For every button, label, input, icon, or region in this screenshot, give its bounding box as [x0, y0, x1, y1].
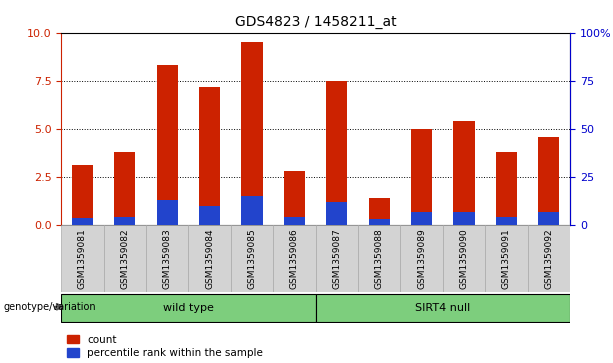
- Bar: [72, 166, 93, 225]
- Bar: [528, 225, 570, 292]
- Bar: [242, 42, 263, 225]
- Text: GSM1359089: GSM1359089: [417, 228, 426, 289]
- Bar: [538, 136, 560, 225]
- Text: GSM1359090: GSM1359090: [460, 228, 468, 289]
- Bar: [411, 129, 432, 225]
- Legend: count, percentile rank within the sample: count, percentile rank within the sample: [66, 335, 263, 358]
- Bar: [454, 212, 474, 225]
- Bar: [326, 202, 348, 225]
- Bar: [157, 65, 178, 225]
- Bar: [199, 86, 220, 225]
- Bar: [199, 206, 220, 225]
- Bar: [231, 225, 273, 292]
- Text: genotype/variation: genotype/variation: [3, 302, 96, 312]
- Bar: [114, 217, 135, 225]
- Bar: [326, 81, 348, 225]
- Bar: [368, 219, 390, 225]
- Bar: [454, 121, 474, 225]
- Bar: [368, 198, 390, 225]
- Text: GSM1359081: GSM1359081: [78, 228, 87, 289]
- Title: GDS4823 / 1458211_at: GDS4823 / 1458211_at: [235, 15, 397, 29]
- Bar: [284, 171, 305, 225]
- Text: SIRT4 null: SIRT4 null: [415, 303, 471, 313]
- Text: GSM1359086: GSM1359086: [290, 228, 299, 289]
- Bar: [189, 225, 231, 292]
- Text: GSM1359092: GSM1359092: [544, 228, 554, 289]
- Bar: [242, 196, 263, 225]
- Bar: [146, 225, 189, 292]
- Text: GSM1359085: GSM1359085: [248, 228, 257, 289]
- Bar: [400, 225, 443, 292]
- Text: GSM1359091: GSM1359091: [502, 228, 511, 289]
- Text: GSM1359084: GSM1359084: [205, 228, 214, 289]
- Text: GSM1359088: GSM1359088: [375, 228, 384, 289]
- Bar: [61, 225, 104, 292]
- Bar: [496, 217, 517, 225]
- Bar: [496, 152, 517, 225]
- Text: GSM1359083: GSM1359083: [163, 228, 172, 289]
- Bar: [157, 200, 178, 225]
- Bar: [443, 225, 485, 292]
- Bar: [358, 225, 400, 292]
- Text: GSM1359087: GSM1359087: [332, 228, 341, 289]
- Bar: [284, 217, 305, 225]
- Text: GSM1359082: GSM1359082: [120, 228, 129, 289]
- Bar: [104, 225, 146, 292]
- Bar: [411, 212, 432, 225]
- Bar: [273, 225, 316, 292]
- Bar: [316, 225, 358, 292]
- Bar: [316, 294, 570, 322]
- Bar: [114, 152, 135, 225]
- Bar: [61, 294, 316, 322]
- Text: wild type: wild type: [163, 303, 214, 313]
- Bar: [72, 218, 93, 225]
- Bar: [538, 212, 560, 225]
- Bar: [485, 225, 528, 292]
